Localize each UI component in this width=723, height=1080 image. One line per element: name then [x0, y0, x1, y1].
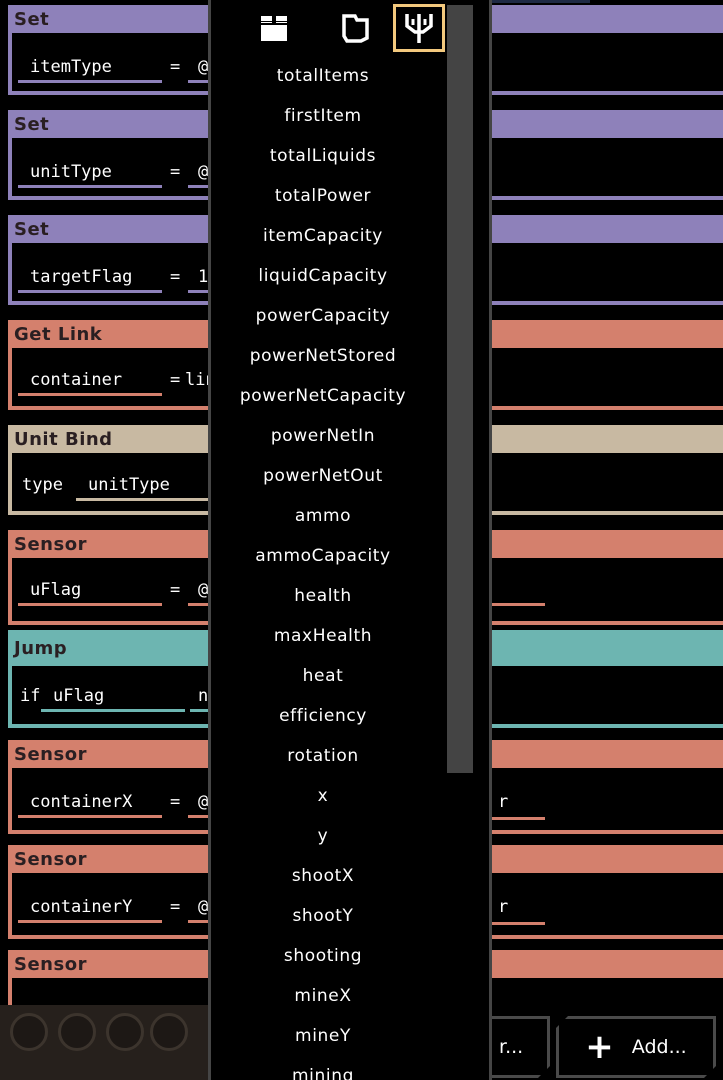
operator-field[interactable]: n [190, 682, 218, 712]
sensor-option[interactable]: ammoCapacity [255, 546, 391, 566]
plus-icon: + [585, 1027, 614, 1067]
sensor-option[interactable]: y [317, 826, 329, 846]
background-machinery [0, 1005, 210, 1080]
equals-sign: = [170, 897, 181, 917]
tab-units[interactable] [393, 4, 445, 52]
sensor-option[interactable]: itemCapacity [263, 226, 383, 246]
sensor-option[interactable]: firstItem [284, 106, 362, 126]
sensor-dropdown[interactable]: totalItems firstItem totalLiquids totalPowe… [208, 0, 492, 1080]
equals-sign: = [170, 580, 181, 600]
add-button[interactable]: + Add... [556, 1016, 716, 1078]
sensor-option[interactable]: powerNetOut [263, 466, 383, 486]
variable-field[interactable]: uFlag [18, 576, 162, 606]
sensor-option[interactable]: mining [292, 1066, 354, 1080]
equals-sign: = [170, 57, 181, 77]
value-field[interactable]: @ [188, 788, 218, 818]
condition-field[interactable]: uFlag [41, 682, 185, 712]
unit-type-field[interactable]: unitType [76, 471, 216, 501]
sensor-option[interactable]: powerCapacity [255, 306, 391, 326]
scrollbar[interactable] [447, 5, 473, 773]
variable-field[interactable]: unitType [18, 158, 162, 188]
value-field[interactable]: @ [188, 158, 218, 188]
value-field[interactable]: @ [188, 576, 218, 606]
box-icon [261, 16, 287, 41]
variable-field[interactable]: itemType [18, 53, 162, 83]
sensor-option[interactable]: ammo [294, 506, 352, 526]
variable-field[interactable]: targetFlag [18, 263, 162, 293]
sensor-option[interactable]: heat [302, 666, 344, 686]
value-field[interactable]: 1 [188, 263, 218, 293]
sensor-option[interactable]: mineX [294, 986, 352, 1006]
sensor-option[interactable]: liquidCapacity [258, 266, 388, 286]
sensor-option[interactable]: powerNetIn [270, 426, 376, 446]
sensor-option[interactable]: totalLiquids [269, 146, 377, 166]
sensor-category-tabs [211, 4, 489, 54]
equals-sign: = [170, 370, 181, 390]
sensor-option[interactable]: shooting [283, 946, 363, 966]
sensor-option[interactable]: x [317, 786, 329, 806]
equals-sign: = [170, 267, 181, 287]
trident-icon [405, 14, 433, 43]
value-field[interactable]: @ [188, 53, 218, 83]
sensor-option[interactable]: rotation [287, 746, 359, 766]
tab-items[interactable] [248, 4, 300, 52]
sensor-option[interactable]: totalPower [274, 186, 372, 206]
sensor-option[interactable]: powerNetCapacity [239, 386, 407, 406]
sensor-option[interactable]: efficiency [279, 706, 367, 726]
sensor-option[interactable]: mineY [295, 1026, 351, 1046]
edit-button-label: r... [499, 1036, 524, 1058]
variable-field[interactable]: containerX [18, 788, 162, 818]
sensor-option[interactable]: shootY [292, 906, 354, 926]
tab-liquids[interactable] [329, 4, 381, 52]
type-label: type [22, 475, 63, 495]
sensor-target-text: r [498, 897, 509, 917]
sensor-option[interactable]: totalItems [276, 66, 370, 86]
add-button-label: Add... [631, 1036, 687, 1058]
sensor-option[interactable]: health [294, 586, 352, 606]
if-label: if [20, 686, 41, 706]
variable-field[interactable]: container [18, 366, 162, 396]
variable-field[interactable]: containerY [18, 893, 162, 923]
equals-sign: = [170, 792, 181, 812]
liquid-icon [342, 14, 369, 43]
value-field[interactable]: @ [188, 893, 218, 923]
sensor-option[interactable]: maxHealth [273, 626, 373, 646]
sensor-option[interactable]: powerNetStored [249, 346, 397, 366]
sensor-option[interactable]: shootX [291, 866, 355, 886]
sensor-target-text: r [498, 792, 509, 812]
equals-sign: = [170, 162, 181, 182]
